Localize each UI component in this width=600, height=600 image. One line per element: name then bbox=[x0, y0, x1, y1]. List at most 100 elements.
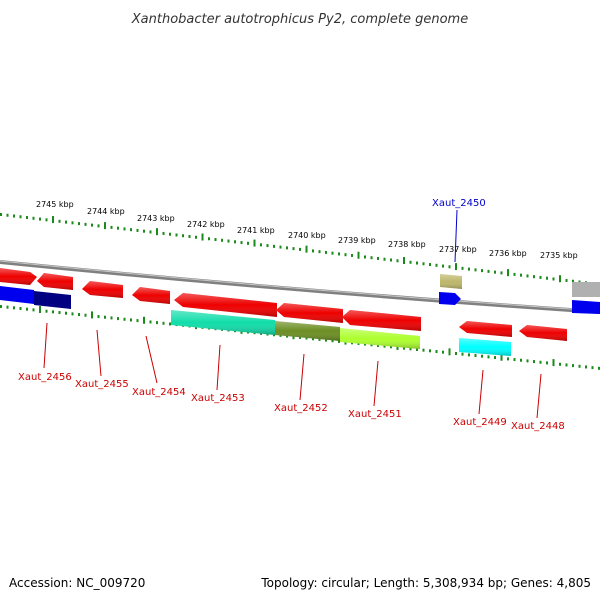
gene-label-xaut-2453[interactable]: Xaut_2453 bbox=[191, 393, 245, 404]
tick-mark bbox=[91, 311, 93, 319]
tick-mark bbox=[448, 265, 451, 269]
tick-mark bbox=[117, 226, 119, 230]
tick-mark bbox=[260, 243, 262, 247]
tick-mark bbox=[13, 214, 15, 218]
tick-label: 2736 kbp bbox=[489, 249, 527, 258]
tick-mark bbox=[169, 322, 171, 326]
tick-mark bbox=[312, 249, 314, 253]
tick-label: 2735 kbp bbox=[540, 251, 578, 260]
tick-label: 2740 kbp bbox=[288, 231, 326, 240]
tick-mark bbox=[26, 307, 28, 311]
tick-mark bbox=[299, 247, 301, 251]
tick-mark bbox=[429, 349, 431, 353]
gene-box[interactable] bbox=[34, 291, 71, 309]
tick-label: 2739 kbp bbox=[338, 236, 376, 245]
tick-mark bbox=[559, 275, 561, 283]
tick-mark bbox=[143, 229, 145, 233]
leader-line bbox=[145, 335, 158, 384]
tick-mark bbox=[318, 337, 321, 341]
tick-mark bbox=[552, 359, 555, 367]
tick-mark bbox=[578, 364, 581, 368]
tick-mark bbox=[78, 313, 80, 317]
tick-mark bbox=[409, 260, 412, 264]
tick-mark bbox=[253, 239, 256, 247]
outer-tick-track bbox=[0, 213, 600, 286]
tick-mark bbox=[325, 250, 327, 254]
tick-mark bbox=[474, 268, 477, 272]
tick-mark bbox=[312, 337, 314, 341]
tick-mark bbox=[39, 217, 41, 221]
tick-mark bbox=[273, 244, 275, 248]
tick-mark bbox=[156, 228, 158, 236]
gene-label-xaut-2450[interactable]: Xaut_2450 bbox=[432, 198, 486, 209]
gene-label-xaut-2448[interactable]: Xaut_2448 bbox=[511, 421, 565, 432]
tick-mark bbox=[552, 277, 555, 281]
tick-mark bbox=[591, 366, 594, 370]
tick-mark bbox=[52, 216, 54, 224]
tick-mark bbox=[78, 222, 80, 226]
tick-mark bbox=[32, 216, 35, 220]
gene-box[interactable] bbox=[572, 300, 600, 314]
tick-mark bbox=[377, 343, 379, 347]
tick-mark bbox=[474, 354, 477, 358]
tick-mark bbox=[572, 279, 574, 283]
gene-arrow[interactable] bbox=[439, 292, 461, 305]
tick-label: 2737 kbp bbox=[439, 245, 477, 254]
tick-mark bbox=[26, 216, 28, 220]
tick-mark bbox=[19, 307, 22, 311]
tick-mark bbox=[156, 321, 158, 325]
tick-mark bbox=[143, 316, 145, 324]
gene-label-xaut-2455[interactable]: Xaut_2455 bbox=[75, 379, 129, 390]
tick-mark bbox=[58, 311, 61, 315]
tick-mark bbox=[266, 244, 269, 248]
tick-mark bbox=[318, 250, 321, 254]
gene-label-xaut-2451[interactable]: Xaut_2451 bbox=[348, 409, 402, 420]
accession-text: Accession: NC_009720 bbox=[9, 576, 145, 590]
gene-label-xaut-2454[interactable]: Xaut_2454 bbox=[132, 387, 186, 398]
tick-mark bbox=[32, 308, 35, 312]
gene-label-xaut-2449[interactable]: Xaut_2449 bbox=[453, 417, 507, 428]
tick-mark bbox=[71, 221, 74, 225]
tick-mark bbox=[422, 262, 425, 266]
tick-mark bbox=[409, 347, 412, 351]
gene-box[interactable] bbox=[572, 282, 600, 297]
tick-mark bbox=[84, 313, 87, 317]
tick-mark bbox=[565, 363, 568, 367]
tick-mark bbox=[6, 305, 9, 309]
tick-label: 2741 kbp bbox=[237, 226, 275, 235]
tick-mark bbox=[513, 272, 516, 276]
tick-mark bbox=[416, 261, 418, 265]
gene-box[interactable] bbox=[0, 286, 34, 304]
tick-mark bbox=[546, 361, 548, 365]
tick-mark bbox=[130, 318, 132, 322]
tick-mark bbox=[279, 245, 282, 249]
leader-line bbox=[478, 369, 484, 415]
tick-mark bbox=[370, 256, 373, 260]
tick-mark bbox=[468, 267, 470, 271]
tick-mark bbox=[52, 310, 54, 314]
gene-label-xaut-2452[interactable]: Xaut_2452 bbox=[274, 403, 328, 414]
tick-mark bbox=[19, 215, 22, 219]
gene-label-xaut-2456[interactable]: Xaut_2456 bbox=[18, 372, 72, 383]
tick-mark bbox=[572, 364, 574, 368]
tick-mark bbox=[357, 251, 360, 259]
tick-mark bbox=[175, 233, 178, 237]
map-title: Xanthobacter autotrophicus Py2, complete… bbox=[131, 12, 468, 27]
tick-mark bbox=[500, 271, 503, 275]
leader-line bbox=[43, 322, 48, 369]
tick-mark bbox=[338, 252, 340, 256]
tick-mark bbox=[383, 257, 386, 261]
genome-backbone bbox=[0, 260, 600, 314]
leader-line bbox=[96, 329, 102, 377]
tick-mark bbox=[45, 309, 48, 313]
tick-mark bbox=[84, 222, 87, 226]
tick-mark bbox=[331, 251, 334, 255]
tick-mark bbox=[364, 255, 366, 259]
tick-mark bbox=[104, 315, 106, 319]
tick-mark bbox=[39, 306, 41, 314]
tick-mark bbox=[526, 274, 529, 278]
tick-mark bbox=[6, 213, 9, 217]
tick-mark bbox=[442, 264, 444, 268]
tick-mark bbox=[247, 241, 249, 245]
